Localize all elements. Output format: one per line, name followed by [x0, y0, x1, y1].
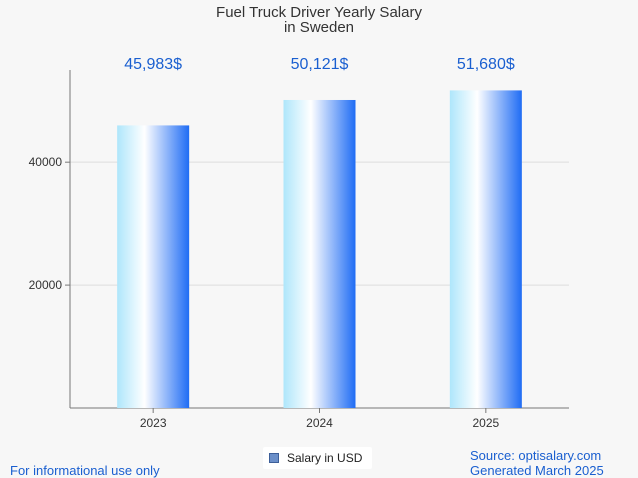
data-label: 50,121$	[291, 56, 349, 73]
disclaimer-text: For informational use only	[10, 463, 160, 478]
y-tick-label: 20000	[29, 278, 63, 292]
x-tick-label: 2023	[140, 416, 167, 430]
generated-date-text: Generated March 2025	[470, 463, 604, 478]
y-tick-label: 40000	[29, 155, 63, 169]
data-label: 51,680$	[457, 56, 515, 73]
bar	[283, 99, 356, 408]
chart-subtitle: in Sweden	[283, 19, 355, 36]
x-tick-label: 2025	[472, 416, 499, 430]
legend-swatch	[269, 453, 279, 463]
source-text: Source: optisalary.com	[470, 448, 602, 463]
legend: Salary in USD	[263, 447, 373, 469]
data-label: 45,983$	[124, 56, 182, 73]
chart-title: Fuel Truck Driver Yearly Salary	[216, 4, 422, 21]
x-tick-label: 2024	[306, 416, 333, 430]
bar	[449, 90, 522, 409]
bar	[117, 125, 190, 408]
legend-label: Salary in USD	[287, 451, 363, 465]
